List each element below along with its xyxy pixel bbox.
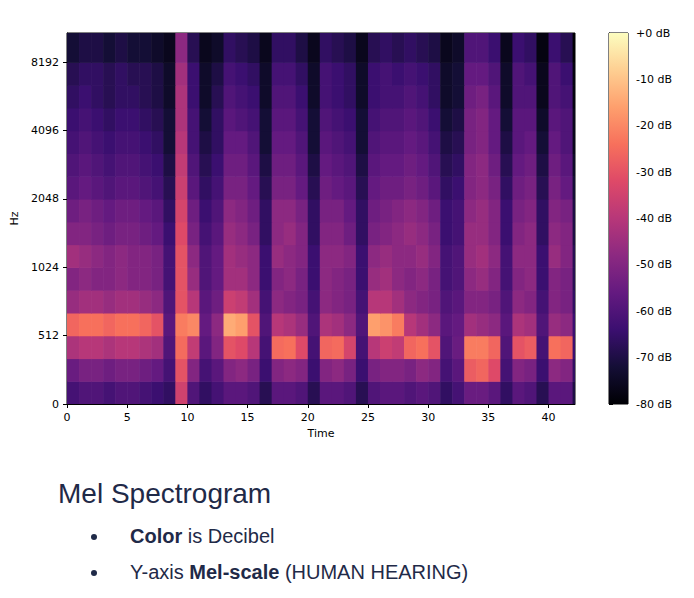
svg-text:-60 dB: -60 dB xyxy=(636,305,672,318)
svg-text:20: 20 xyxy=(301,411,315,424)
svg-text:Time: Time xyxy=(307,427,335,440)
svg-text:5: 5 xyxy=(124,411,131,424)
svg-text:512: 512 xyxy=(38,329,59,342)
svg-text:4096: 4096 xyxy=(31,124,59,137)
svg-text:-50 dB: -50 dB xyxy=(636,258,672,271)
svg-text:-70 dB: -70 dB xyxy=(636,351,672,364)
svg-text:10: 10 xyxy=(180,411,194,424)
svg-text:-40 dB: -40 dB xyxy=(636,212,672,225)
svg-text:15: 15 xyxy=(241,411,255,424)
svg-text:0: 0 xyxy=(52,398,59,411)
svg-text:8192: 8192 xyxy=(31,56,59,69)
svg-text:40: 40 xyxy=(542,411,556,424)
svg-text:25: 25 xyxy=(361,411,375,424)
svg-text:-80 dB: -80 dB xyxy=(636,398,672,411)
svg-text:2048: 2048 xyxy=(31,192,59,205)
html-text:Mel Spectrogram: Mel Spectrogram xyxy=(58,478,272,509)
svg-text:-10 dB: -10 dB xyxy=(636,73,672,86)
svg-text:35: 35 xyxy=(481,411,495,424)
svg-text:Hz: Hz xyxy=(8,211,21,225)
html-text:Color is Decibel: Color is Decibel xyxy=(130,525,275,547)
svg-text:30: 30 xyxy=(421,411,435,424)
svg-text:-30 dB: -30 dB xyxy=(636,166,672,179)
html-text:Y-axis Mel-scale (HUMAN HEARIN: Y-axis Mel-scale (HUMAN HEARING) xyxy=(130,561,469,583)
svg-text:0: 0 xyxy=(64,411,71,424)
svg-text:1024: 1024 xyxy=(31,261,59,274)
svg-text:+0 dB: +0 dB xyxy=(636,27,670,40)
svg-text:-20 dB: -20 dB xyxy=(636,119,672,132)
